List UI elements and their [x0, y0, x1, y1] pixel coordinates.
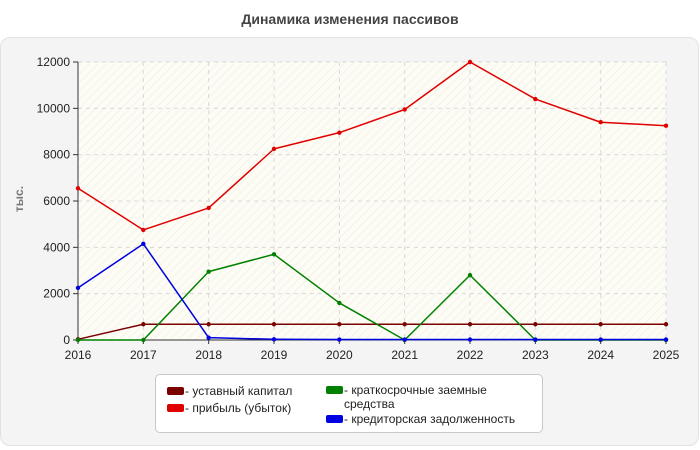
data-point-3 [337, 337, 342, 342]
data-point-0 [598, 322, 603, 327]
legend-label: - краткосрочные заемные [344, 383, 487, 397]
data-point-2 [75, 337, 81, 343]
data-point-2 [141, 337, 146, 343]
y-tick-label: 6000 [43, 194, 70, 208]
legend-swatch [326, 415, 343, 423]
legend-swatch [167, 404, 184, 412]
x-tick-label: 2016 [65, 348, 92, 362]
x-tick-label: 2024 [587, 348, 614, 362]
legend-swatch [167, 387, 184, 395]
data-point-1 [206, 205, 211, 211]
data-point-1 [598, 120, 603, 125]
y-tick-label: 0 [63, 333, 70, 347]
x-tick-label: 2018 [195, 348, 222, 362]
y-tick-label: 12000 [37, 55, 71, 69]
data-point-1 [467, 59, 473, 65]
data-point-0 [206, 322, 211, 327]
legend: - уставный капитал - прибыль (убыток) - … [155, 374, 543, 433]
data-point-0 [271, 322, 277, 327]
data-point-3 [467, 337, 473, 342]
legend-swatch [326, 386, 343, 394]
y-axis-label: тыс. [12, 186, 26, 212]
y-tick-label: 2000 [43, 287, 70, 301]
data-point-0 [467, 322, 473, 327]
data-point-0 [141, 322, 146, 327]
legend-label: - прибыль (убыток) [185, 401, 292, 415]
x-tick-label: 2023 [522, 348, 549, 362]
y-tick-label: 8000 [43, 148, 70, 162]
legend-label: - уставный капитал [185, 384, 293, 398]
data-point-2 [467, 272, 473, 278]
series-line-0 [77, 323, 666, 341]
y-tick-label: 4000 [43, 240, 70, 254]
data-point-1 [663, 123, 669, 128]
data-point-2 [271, 252, 277, 257]
x-tick-label: 2019 [261, 348, 288, 362]
data-point-1 [141, 227, 146, 233]
x-tick-label: 2022 [457, 348, 484, 362]
y-tick-label: 10000 [37, 101, 71, 115]
data-point-0 [533, 322, 538, 327]
data-point-3 [206, 335, 211, 340]
data-point-3 [663, 337, 669, 342]
data-point-2 [337, 300, 342, 306]
data-point-1 [337, 130, 342, 135]
x-tick-label: 2021 [391, 348, 418, 362]
chart-title: Динамика изменения пассивов [241, 11, 459, 27]
data-point-3 [75, 285, 81, 291]
data-point-0 [663, 322, 669, 327]
data-point-1 [75, 186, 81, 191]
legend-label: - кредиторская задолженность [344, 412, 516, 426]
data-point-3 [141, 241, 146, 247]
legend-label: средства [344, 397, 395, 411]
data-point-0 [402, 322, 407, 327]
x-tick-label: 2020 [326, 348, 353, 362]
series-line-3 [77, 243, 666, 341]
data-point-1 [402, 107, 407, 112]
data-point-3 [402, 337, 407, 342]
data-point-0 [337, 322, 342, 327]
data-point-3 [598, 337, 603, 342]
x-tick-label: 2025 [653, 348, 680, 362]
data-point-3 [271, 337, 277, 342]
data-point-3 [533, 337, 538, 342]
data-point-1 [533, 96, 538, 102]
series-line-1 [77, 61, 667, 231]
data-point-1 [271, 146, 277, 152]
x-tick-label: 2017 [130, 348, 157, 362]
data-point-2 [206, 269, 211, 274]
